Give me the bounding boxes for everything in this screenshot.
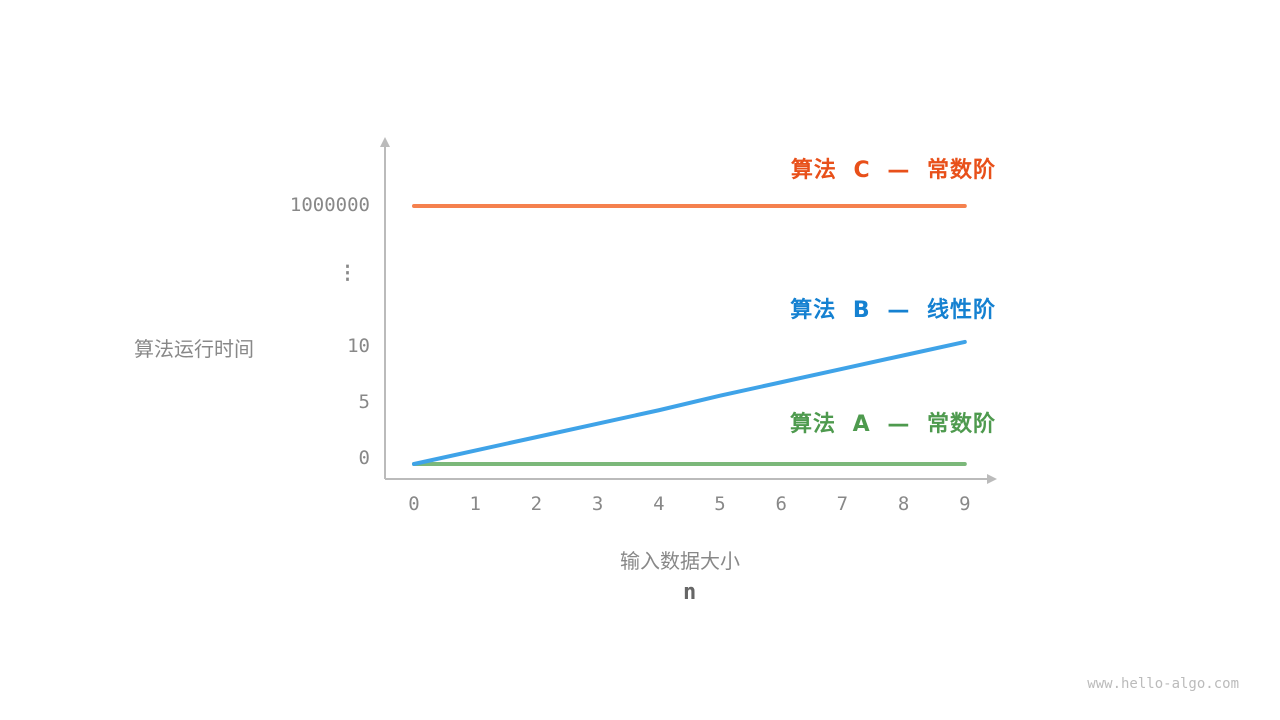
series-label: 算法 A — 常数阶: [789, 412, 996, 437]
series-label: 算法 C — 常数阶: [790, 158, 996, 183]
y-axis-arrow-icon: [380, 137, 390, 147]
x-tick-label: 4: [653, 493, 665, 515]
watermark: www.hello-algo.com: [1087, 676, 1239, 692]
x-axis-label: 输入数据大小: [620, 549, 740, 573]
x-tick-label: 6: [775, 493, 787, 515]
y-axis-label: 算法运行时间: [134, 337, 254, 361]
y-tick-label: 0: [358, 447, 370, 469]
x-tick-label: 3: [591, 493, 604, 515]
x-tick-label: 5: [714, 493, 726, 515]
y-tick-label: 5: [358, 391, 370, 413]
x-tick-label: 2: [530, 493, 543, 515]
x-tick-label: 9: [959, 493, 971, 515]
x-tick-label: 1: [469, 493, 481, 515]
x-axis-arrow-icon: [987, 474, 997, 484]
y-tick-label: 1000000: [289, 194, 370, 216]
y-tick-label: 10: [347, 335, 370, 357]
x-tick-label: 8: [897, 493, 910, 515]
y-tick-label: ⋮: [338, 262, 357, 284]
x-tick-label: 7: [836, 493, 849, 515]
series-label: 算法 B — 线性阶: [790, 298, 996, 323]
series-line-1: [412, 339, 967, 466]
x-tick-label: 0: [408, 493, 420, 515]
x-axis-symbol: n: [683, 580, 697, 605]
